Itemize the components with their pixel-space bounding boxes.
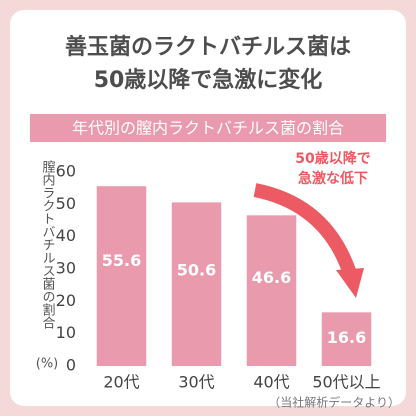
x-tick-label: 40代	[253, 373, 289, 392]
y-tick-label: 40	[56, 226, 76, 245]
y-tick-label: 60	[56, 162, 76, 181]
y-tick-label: 10	[56, 323, 76, 342]
data-label: 46.6	[252, 268, 291, 287]
y-axis-label: 膣内ラクトバチルス菌の割合	[40, 159, 56, 329]
y-tick-label: 0	[66, 356, 76, 375]
x-tick-label: 50代以上	[312, 373, 380, 392]
subtitle-band	[30, 114, 386, 142]
chart-title: 善玉菌のラクトバチルス菌は	[65, 34, 351, 60]
y-tick-label: 20	[56, 291, 76, 310]
y-tick-label: 50	[56, 194, 76, 213]
chart-title: 50歳以降で急激に変化	[94, 67, 323, 93]
annotation: 50歳以降で	[295, 150, 370, 167]
x-tick-label: 30代	[178, 373, 214, 392]
x-tick-label: 20代	[103, 373, 139, 392]
bar	[321, 312, 372, 366]
annotation: 急激な低下	[298, 170, 368, 187]
data-label: 16.6	[327, 328, 366, 347]
subtitle: 年代別の膣内ラクトバチルス菌の割合	[72, 119, 344, 138]
bar	[246, 215, 297, 366]
arrow	[253, 183, 359, 283]
source-note: （当社解析データより）	[268, 395, 400, 410]
bar	[171, 202, 222, 366]
data-label: 50.6	[177, 261, 216, 280]
arrow-head	[336, 268, 364, 298]
bar	[96, 186, 147, 366]
y-tick-label: 30	[56, 259, 76, 278]
data-label: 55.6	[102, 251, 141, 270]
y-axis-unit: (%)	[36, 357, 59, 372]
